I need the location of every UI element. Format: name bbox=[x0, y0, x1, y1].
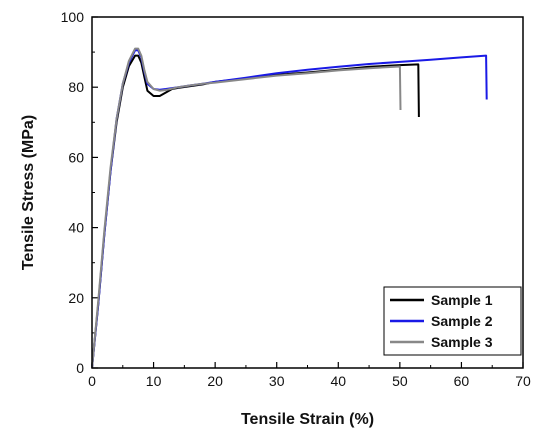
y-tick-label: 40 bbox=[68, 220, 84, 236]
x-tick-label: 30 bbox=[269, 373, 285, 389]
legend-label: Sample 3 bbox=[431, 334, 493, 350]
series-line-1 bbox=[91, 54, 420, 369]
x-tick-label: 70 bbox=[515, 373, 531, 389]
legend-label: Sample 1 bbox=[431, 292, 493, 308]
y-tick-label: 100 bbox=[61, 9, 85, 25]
series-line-3 bbox=[91, 47, 402, 369]
plot-frame bbox=[91, 16, 524, 369]
x-axis-title: Tensile Strain (%) bbox=[241, 411, 374, 428]
x-tick-label: 0 bbox=[88, 373, 96, 389]
y-axis-title: Tensile Stress (MPa) bbox=[20, 115, 37, 270]
y-tick-label: 20 bbox=[68, 290, 84, 306]
y-tick-labels: 0 20 40 60 80 100 bbox=[61, 9, 85, 376]
x-tick-label: 10 bbox=[146, 373, 162, 389]
x-tick-labels: 0 10 20 30 40 50 60 70 bbox=[88, 373, 531, 389]
y-tick-label: 60 bbox=[68, 149, 84, 165]
series-lines bbox=[91, 47, 488, 369]
x-tick-label: 40 bbox=[330, 373, 346, 389]
legend-label: Sample 2 bbox=[431, 313, 493, 329]
legend: Sample 1 Sample 2 Sample 3 bbox=[383, 286, 522, 356]
y-tick-label: 0 bbox=[76, 360, 84, 376]
y-tick-label: 80 bbox=[68, 79, 84, 95]
x-tick-label: 60 bbox=[454, 373, 470, 389]
x-tick-label: 50 bbox=[392, 373, 408, 389]
x-tick-label: 20 bbox=[207, 373, 223, 389]
